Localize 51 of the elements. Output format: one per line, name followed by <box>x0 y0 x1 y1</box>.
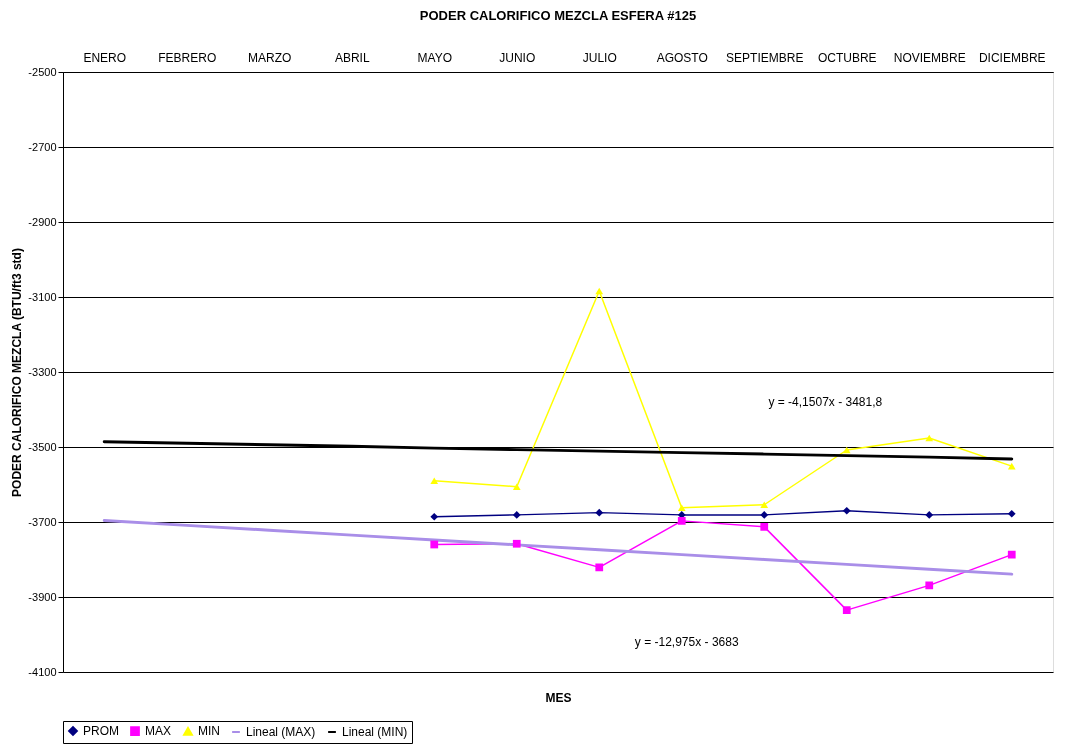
point <box>842 506 851 515</box>
point <box>925 511 934 519</box>
y-tick-label: -3500 <box>28 440 57 453</box>
point <box>760 501 769 509</box>
annotation: y = -12,975x - 3683 <box>634 635 739 649</box>
point <box>1007 550 1016 559</box>
y-tick-label: -3700 <box>28 515 57 528</box>
x-tick-label: NOVIEMBRE <box>893 50 966 65</box>
x-tick-label: FEBRERO <box>158 50 217 65</box>
y-tick-label: -2500 <box>28 65 57 78</box>
x-tick-label: JUNIO <box>499 50 536 65</box>
legend-label: Lineal (MIN) <box>342 725 408 739</box>
point <box>430 512 439 521</box>
point <box>1007 509 1016 518</box>
point <box>760 523 769 531</box>
legend-label: Lineal (MAX) <box>246 725 316 739</box>
point <box>512 511 521 519</box>
chart-title: PODER CALORIFICO MEZCLA ESFERA #125 <box>419 8 697 23</box>
x-tick-label: ABRIL <box>334 50 370 65</box>
y-tick-label: -2700 <box>28 140 57 153</box>
x-tick-label: MAYO <box>417 50 452 65</box>
legend-label: MIN <box>198 724 220 739</box>
y-tick-label: -3100 <box>28 290 57 303</box>
point <box>512 483 521 491</box>
point <box>512 539 521 548</box>
y-tick-label: -3300 <box>28 365 57 378</box>
point <box>760 511 769 519</box>
line-series <box>102 519 1014 576</box>
point <box>595 563 604 572</box>
x-tick-label: ENERO <box>83 50 127 65</box>
x-tick-label: SEPTIEMBRE <box>726 50 804 65</box>
x-tick-label: JULIO <box>582 50 617 65</box>
point <box>677 504 686 512</box>
legend-label: MAX <box>145 724 172 739</box>
y-tick-label: -4100 <box>28 665 57 678</box>
x-tick-label: DICIEMBRE <box>978 50 1046 65</box>
annotation: y = -4,1507x - 3481,8 <box>768 395 883 409</box>
y-tick-label: -3900 <box>28 590 57 603</box>
y-axis-title: PODER CALORIFICO MEZCLA (BTU/ft3 std) <box>10 248 25 497</box>
legend-label: PROM <box>83 724 119 739</box>
point <box>925 581 934 590</box>
point <box>595 508 604 517</box>
point <box>842 606 851 614</box>
point <box>430 540 439 549</box>
x-axis-title: MES <box>545 690 572 705</box>
y-tick-label: -2900 <box>28 215 57 228</box>
point <box>430 477 439 485</box>
x-tick-label: MARZO <box>248 50 292 65</box>
x-tick-label: OCTUBRE <box>817 50 877 65</box>
point <box>677 517 686 525</box>
x-tick-label: AGOSTO <box>656 50 708 65</box>
